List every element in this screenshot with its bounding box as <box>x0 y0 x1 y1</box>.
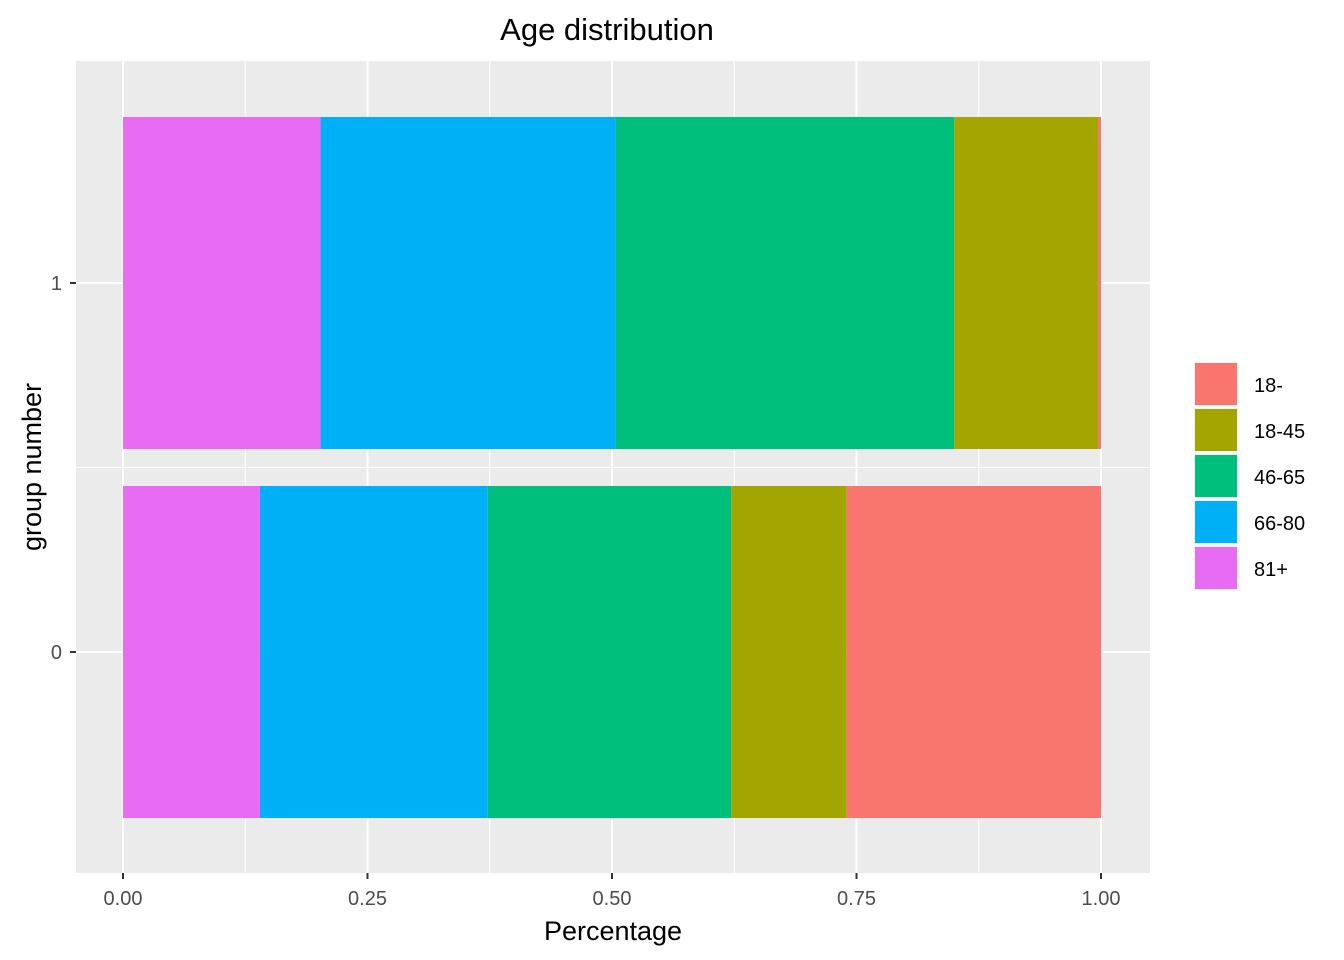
bar-segment-18--group-0 <box>846 486 1101 818</box>
legend-swatch-18-45 <box>1195 409 1237 451</box>
y-tick-label: 1 <box>51 273 62 295</box>
bar-segment-81+-group-1 <box>123 117 321 449</box>
legend-swatch-46-65 <box>1195 455 1237 497</box>
x-tick-label: 0.25 <box>348 888 387 910</box>
legend: 18- 18-45 46-65 66-80 81+ <box>1194 362 1305 590</box>
bar-segment-66-80-group-1 <box>320 117 616 449</box>
legend-label-18-45: 18-45 <box>1254 421 1305 443</box>
legend-label-18-: 18- <box>1254 375 1283 397</box>
bars <box>123 117 1101 818</box>
bar-segment-66-80-group-0 <box>259 486 488 818</box>
chart-title: Age distribution <box>500 12 714 47</box>
bar-segment-18--group-1 <box>1098 117 1101 449</box>
x-tick-label: 0.50 <box>593 888 632 910</box>
x-axis-title: Percentage <box>544 916 682 946</box>
legend-label-81+: 81+ <box>1254 559 1288 581</box>
legend-swatch-81+ <box>1195 547 1237 589</box>
bar-segment-46-65-group-0 <box>487 486 732 818</box>
x-tick-label: 0.00 <box>104 888 143 910</box>
bar-segment-81+-group-0 <box>123 486 260 818</box>
legend-swatch-66-80 <box>1195 501 1237 543</box>
legend-swatch-18- <box>1195 363 1237 405</box>
x-tick-label: 1.00 <box>1082 888 1121 910</box>
x-tick-label: 0.75 <box>837 888 876 910</box>
bar-segment-18-45-group-0 <box>731 486 847 818</box>
x-axis: 0.00 0.25 0.50 0.75 1.00 <box>104 873 1121 910</box>
y-axis: 01 <box>51 273 76 664</box>
legend-label-46-65: 46-65 <box>1254 467 1305 489</box>
bar-segment-46-65-group-1 <box>615 117 955 449</box>
y-tick-label: 0 <box>51 642 62 664</box>
legend-label-66-80: 66-80 <box>1254 513 1305 535</box>
bar-segment-18-45-group-1 <box>954 117 1099 449</box>
y-axis-title: group number <box>17 383 47 551</box>
